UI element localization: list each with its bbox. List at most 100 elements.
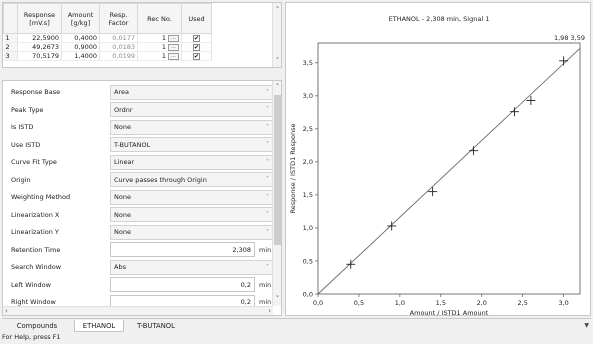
response-cell[interactable]: 49,2673 xyxy=(17,42,62,52)
amount-cell[interactable]: 0,4000 xyxy=(61,33,100,43)
used-cell[interactable]: ✔ xyxy=(181,33,212,43)
property-row[interactable]: Search Window Abs ˅ xyxy=(3,258,273,276)
property-row[interactable]: Peak Type Ordnr ˅ xyxy=(3,101,273,119)
chevron-down-icon[interactable]: ˅ xyxy=(266,211,269,218)
calibration-chart[interactable]: 0,0 0,5 1,0 1,5 2,0 2,5 3,0 0,0 0,5 1,0 1,5 2,0 2,5 3… xyxy=(286,3,592,317)
chevron-down-icon[interactable]: ˅ xyxy=(266,228,269,236)
used-cell[interactable]: ✔ xyxy=(181,42,212,52)
property-dropdown[interactable]: Curve passes through Origin ˅ xyxy=(110,172,273,187)
row-index: 2 xyxy=(3,42,18,52)
property-dropdown[interactable]: None ˅ xyxy=(110,119,273,135)
chevron-down-icon[interactable]: ˅ xyxy=(266,158,269,166)
calibration-point[interactable] xyxy=(346,259,356,269)
x-tick-label: 0,0 xyxy=(313,299,323,307)
property-row[interactable]: Retention Time 2,308 min xyxy=(3,241,273,259)
chevron-down-icon[interactable]: ˅ xyxy=(266,141,269,148)
property-dropdown[interactable]: Linear ˅ xyxy=(110,154,273,170)
rec-no-cell[interactable]: 1... xyxy=(137,51,182,61)
scroll-right-icon[interactable]: › xyxy=(268,307,271,315)
property-dropdown[interactable]: Abs ˅ xyxy=(110,259,273,275)
x-tick-label: 0,5 xyxy=(354,299,364,307)
property-row[interactable]: Origin Curve passes through Origin ˅ xyxy=(3,171,273,189)
calibration-point[interactable] xyxy=(469,146,479,156)
used-cell[interactable]: ✔ xyxy=(181,51,212,61)
chevron-down-icon[interactable]: ˅ xyxy=(266,176,269,183)
response-cell[interactable]: 70,5179 xyxy=(17,51,62,61)
column-header-resp-factor[interactable]: Resp. Factor xyxy=(99,3,138,34)
property-input[interactable]: 2,308 xyxy=(110,242,255,257)
table-row[interactable]: 3 70,5179 1,4000 0,0199 1... ✔ xyxy=(3,51,212,61)
column-header-amount[interactable]: Amount [g/kg] xyxy=(61,3,100,34)
properties-horizontal-scrollbar[interactable]: ‹ › xyxy=(3,306,273,315)
scroll-left-icon[interactable]: ‹ xyxy=(5,307,8,315)
property-dropdown[interactable]: None ˅ xyxy=(110,224,273,240)
property-row[interactable]: Right Window 0,2 min xyxy=(3,293,273,311)
calibration-point[interactable] xyxy=(387,221,397,231)
cursor-coordinates: 1,98 3,59 xyxy=(553,34,585,42)
calibration-table: Response [mV.s] Amount [g/kg] Resp. Fact… xyxy=(3,3,212,61)
rec-no-cell[interactable]: 1... xyxy=(137,42,182,52)
tab-compounds[interactable]: Compounds xyxy=(16,322,58,330)
table-row[interactable]: 1 22,5900 0,4000 0,0177 1... ✔ xyxy=(3,33,212,43)
table-row[interactable]: 2 49,2673 0,9000 0,0183 1... ✔ xyxy=(3,42,212,52)
chevron-down-icon[interactable]: ˅ xyxy=(266,193,269,201)
calibration-chart-panel[interactable]: ETHANOL - 2,308 min, Signal 1 1,98 3,59 … xyxy=(285,2,592,317)
scrollbar-thumb[interactable] xyxy=(274,95,281,245)
calibration-point[interactable] xyxy=(526,95,536,105)
property-row[interactable]: Use ISTD T-BUTANOL ˅ xyxy=(3,136,273,154)
scroll-down-icon[interactable]: ˅ xyxy=(275,57,280,65)
tab-ethanol[interactable]: ETHANOL xyxy=(74,320,124,332)
property-row[interactable]: Left Window 0,2 min xyxy=(3,276,273,294)
calibration-point[interactable] xyxy=(559,56,569,66)
amount-cell[interactable]: 1,4000 xyxy=(61,51,100,61)
rec-no-browse-button[interactable]: ... xyxy=(168,34,179,42)
y-tick-label: 2,5 xyxy=(303,125,313,133)
property-row[interactable]: Linearization X None ˅ xyxy=(3,206,273,224)
rec-no-value: 1 xyxy=(161,34,166,42)
scroll-up-icon[interactable]: ˄ xyxy=(275,83,280,91)
property-dropdown[interactable]: Ordnr ˅ xyxy=(110,102,273,117)
calibration-point[interactable] xyxy=(510,107,519,117)
status-bar: For Help, press F1 xyxy=(2,333,61,341)
used-checkbox[interactable]: ✔ xyxy=(193,44,200,51)
rec-no-cell[interactable]: 1... xyxy=(137,33,182,43)
rec-no-browse-button[interactable]: ... xyxy=(168,52,179,60)
property-dropdown[interactable]: None ˅ xyxy=(110,189,273,205)
response-cell[interactable]: 22,5900 xyxy=(17,33,62,43)
property-dropdown[interactable]: T-BUTANOL ˅ xyxy=(110,137,273,152)
scroll-up-icon[interactable]: ˄ xyxy=(275,6,280,14)
property-row[interactable]: Linearization Y None ˅ xyxy=(3,223,273,241)
property-row[interactable]: Weighting Method None ˅ xyxy=(3,188,273,206)
property-row[interactable]: Response Base Area ˅ xyxy=(3,83,273,101)
column-header-rec-no[interactable]: Rec No. xyxy=(137,3,182,34)
scroll-down-icon[interactable]: ˅ xyxy=(275,295,280,303)
x-tick-label: 1,0 xyxy=(395,299,405,307)
chevron-down-icon[interactable]: ˅ xyxy=(266,123,269,131)
property-row[interactable]: Is ISTD None ˅ xyxy=(3,118,273,136)
column-header-used[interactable]: Used xyxy=(181,3,212,34)
tab-scroll-icon[interactable]: ▼ xyxy=(584,322,589,329)
chevron-down-icon[interactable]: ˅ xyxy=(266,106,269,113)
compound-properties-grid: Response Base Area ˅ Peak Type Ordnr ˅ Is ISTD… xyxy=(2,80,282,316)
property-label: Use ISTD xyxy=(11,140,41,149)
rec-no-browse-button[interactable]: ... xyxy=(168,43,179,51)
column-header-response[interactable]: Response [mV.s] xyxy=(17,3,62,34)
property-dropdown[interactable]: None ˅ xyxy=(110,207,273,222)
properties-vertical-scrollbar[interactable]: ˄ ˅ xyxy=(272,81,281,306)
property-input[interactable]: 0,2 xyxy=(110,277,255,292)
chevron-down-icon[interactable]: ˅ xyxy=(266,263,269,271)
x-tick-label: 1,5 xyxy=(436,299,446,307)
used-checkbox[interactable]: ✔ xyxy=(193,35,200,42)
property-label: Linearization X xyxy=(11,210,60,219)
x-tick-label: 3,0 xyxy=(558,299,568,307)
chart-title: ETHANOL - 2,308 min, Signal 1 xyxy=(388,15,490,23)
property-label: Origin xyxy=(11,175,31,184)
amount-cell[interactable]: 0,9000 xyxy=(61,42,100,52)
property-dropdown[interactable]: Area ˅ xyxy=(110,84,273,100)
chevron-down-icon[interactable]: ˅ xyxy=(266,88,269,96)
tab-t-butanol[interactable]: T-BUTANOL xyxy=(137,322,175,330)
calibration-point[interactable] xyxy=(428,187,438,197)
property-row[interactable]: Curve Fit Type Linear ˅ xyxy=(3,153,273,171)
used-checkbox[interactable]: ✔ xyxy=(193,53,200,60)
table-vertical-scrollbar[interactable]: ˄ ˅ xyxy=(272,3,281,67)
